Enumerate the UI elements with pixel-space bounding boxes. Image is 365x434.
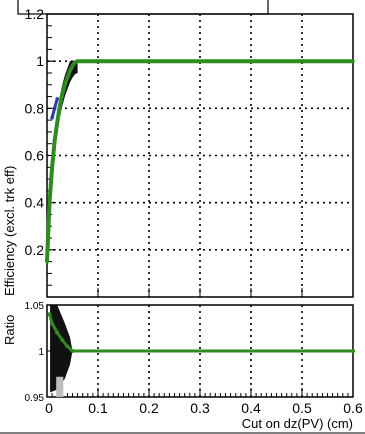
lower-y-axis-title: Ratio — [2, 315, 17, 345]
ratio-data-point — [70, 349, 75, 353]
upper-data-point — [63, 82, 67, 87]
lower-y-tick-label: 1.05 — [25, 301, 45, 312]
lower-y-tick-label: 1 — [38, 347, 44, 358]
upper-y-axis-title: Efficiency (excl. trk eff) — [2, 166, 17, 296]
upper-y-tick-label: 1 — [36, 53, 44, 69]
lower-x-tick-label: 0.5 — [292, 400, 312, 416]
lower-x-tick-label: 0.6 — [343, 400, 363, 416]
upper-grid — [47, 14, 353, 297]
upper-data-point — [68, 68, 72, 73]
ratio-data-point — [351, 349, 355, 353]
upper-y-tick-label: 0.4 — [25, 195, 45, 211]
upper-data-point — [52, 106, 57, 111]
lower-axis-ticks: 0.95 1 1.05 0 0.1 0.2 0.3 0.4 0.5 0.6 — [25, 301, 363, 416]
upper-y-tick-label: 0.6 — [25, 148, 45, 164]
ratio-grey-band — [56, 376, 64, 397]
legend-box — [17, 0, 269, 15]
upper-data-point — [55, 120, 59, 125]
lower-x-tick-label: 0 — [45, 400, 53, 416]
upper-data-point — [57, 104, 62, 108]
upper-data-point — [50, 115, 54, 120]
ratio-data-point — [60, 337, 65, 342]
ratio-data-point — [65, 344, 70, 349]
lower-x-tick-label: 0.2 — [139, 400, 159, 416]
upper-y-tick-label: 0.8 — [25, 100, 45, 116]
lower-series — [47, 305, 355, 397]
ratio-series-line — [48, 313, 353, 353]
ratio-data-point — [50, 321, 55, 326]
upper-data-point — [70, 64, 75, 68]
ratio-data-point — [47, 312, 52, 317]
upper-data-point — [351, 59, 355, 63]
lower-y-tick-label: 0.95 — [25, 393, 45, 404]
upper-axis-ticks: 0.2 0.4 0.6 0.8 1 1.2 — [25, 6, 354, 297]
upper-data-point — [50, 165, 54, 170]
lower-x-tick-label: 0.3 — [190, 400, 210, 416]
upper-data-point — [45, 259, 49, 264]
ratio-data-point — [55, 330, 60, 335]
upper-data-point — [65, 75, 70, 80]
upper-data-point — [47, 200, 52, 205]
upper-data-point — [75, 59, 80, 63]
lower-x-tick-label: 0.1 — [88, 400, 108, 416]
upper-series — [45, 59, 355, 274]
x-axis-title: Cut on dz(PV) (cm) — [242, 416, 353, 431]
lower-x-tick-label: 0.4 — [241, 400, 261, 416]
upper-y-tick-label: 0.2 — [25, 242, 45, 258]
upper-data-point — [52, 139, 57, 144]
upper-y-tick-label: 1.2 — [25, 6, 45, 22]
upper-data-point — [60, 92, 65, 96]
upper-data-point — [55, 97, 59, 101]
